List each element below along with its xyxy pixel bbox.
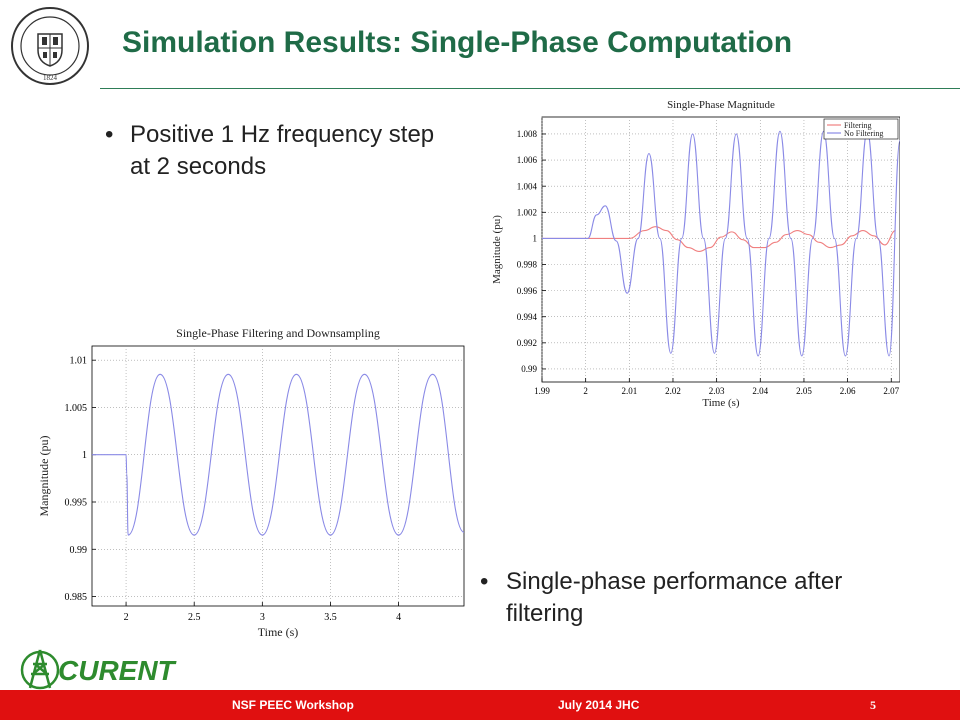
footer-event: NSF PEEC Workshop [232,698,354,712]
x-tick-label: 4 [396,612,401,623]
x-tick-label: 2.07 [883,386,899,396]
y-tick-label: 0.995 [65,498,88,509]
bullet-text: Positive 1 Hz frequency step at 2 second… [130,121,435,180]
y-tick-label: 1.004 [517,181,538,191]
y-tick-label: 0.99 [521,364,537,374]
bullet-text: Single-phase performance after filtering [506,568,843,627]
y-tick-label: 0.996 [517,286,538,296]
x-tick-label: 2.03 [709,386,725,396]
y-tick-label: 1.002 [517,207,537,217]
logo-text: CURENT [58,655,178,686]
legend-label: Filtering [844,121,872,130]
y-tick-label: 0.99 [70,545,88,556]
series-line [542,226,896,253]
y-tick-label: 0.992 [517,338,537,348]
x-tick-label: 2 [583,386,588,396]
legend-box [823,118,899,140]
slide-title: Simulation Results: Single-Phase Computa… [122,26,793,59]
series-line [91,373,465,536]
x-tick-label: 2.02 [665,386,681,396]
page-number: 5 [870,698,876,712]
bullet-glyph: • [480,568,489,595]
y-tick-label: 1.008 [517,129,538,139]
curent-logo: CURENT [20,649,178,690]
x-axis-label: Time (s) [258,625,299,639]
filtering-downsampling-chart: 2 2.5 3 3.5 4 0.985 0.99 0.995 1 1.005 1.01 Single-… [37,326,465,639]
y-tick-label: 1.005 [65,403,88,414]
seal-year: 1824 [43,74,58,82]
x-tick-label: 3.5 [324,612,337,623]
series-line [542,130,900,357]
x-tick-label: 2.06 [840,386,856,396]
university-seal-icon: 1824 [11,7,89,85]
plot-area [91,345,465,607]
x-tick-label: 2.01 [621,386,637,396]
y-tick-label: 0.994 [517,312,538,322]
y-tick-label: 1.01 [70,356,88,367]
x-tick-label: 3 [260,612,265,623]
transmission-tower-icon [20,649,60,690]
y-tick-label: 1 [82,450,87,461]
chart-title: Single-Phase Magnitude [667,99,775,111]
y-tick-label: 1.006 [517,155,538,165]
plot-area [541,116,900,383]
y-tick-label: 1 [533,234,538,244]
x-tick-label: 2.04 [752,386,768,396]
y-tick-label: 0.998 [517,260,538,270]
y-tick-label: 0.985 [65,592,88,603]
single-phase-magnitude-chart: 1.99 2 2.01 2.02 2.03 2.04 2.05 2.06 2.07 0.99 0.9… [491,99,900,409]
chart-title: Single-Phase Filtering and Downsampling [176,326,380,340]
x-tick-label: 1.99 [534,386,550,396]
x-tick-label: 2 [124,612,129,623]
title-divider [100,88,960,89]
y-axis-label: Magnitude (pu) [491,215,503,284]
x-tick-label: 2.5 [188,612,201,623]
x-axis-label: Time (s) [702,397,740,409]
y-axis-label: Mangnitude (pu) [37,436,51,517]
legend-label: No Filtering [844,129,883,138]
bullet-glyph: • [105,121,114,148]
x-tick-label: 2.05 [796,386,812,396]
footer-date: July 2014 JHC [558,698,640,712]
footer-bar: NSF PEEC Workshop July 2014 JHC 5 [0,690,960,720]
